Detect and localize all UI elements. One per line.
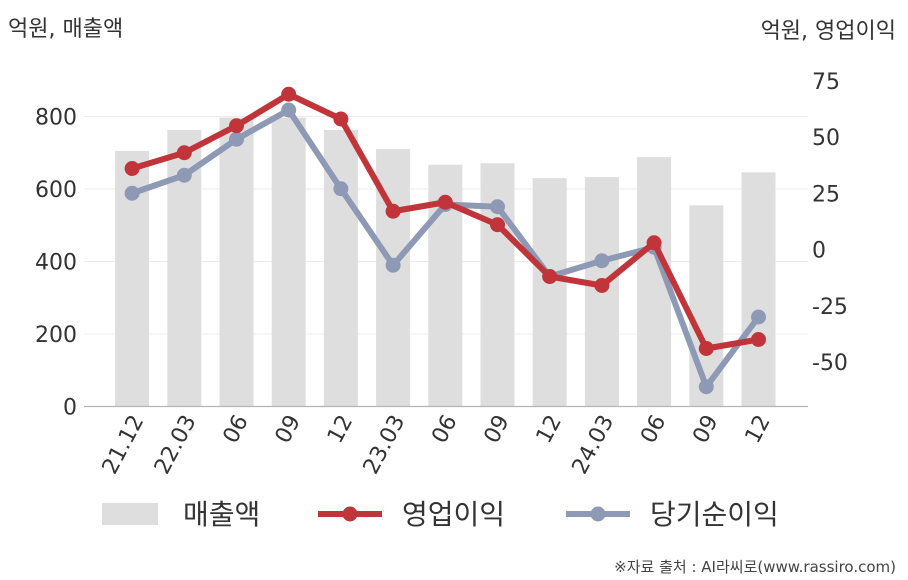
point-operating-profit-0 <box>124 161 140 176</box>
point-net-income-7 <box>490 199 505 215</box>
x-tick-label: 22.03 <box>150 411 202 478</box>
right-axis-title: 억원, 영업이익 <box>761 19 896 44</box>
right-tick-label: -25 <box>812 295 848 320</box>
source-note: ※자료 출처 : AI라씨로(www.rassiro.com) <box>614 558 896 576</box>
x-tick-label: 12 <box>532 411 567 447</box>
point-operating-profit-11 <box>698 341 714 356</box>
point-net-income-12 <box>751 309 766 325</box>
x-tick-label: 06 <box>636 411 671 447</box>
right-tick-label: 75 <box>812 70 840 95</box>
line-series <box>124 86 766 395</box>
x-tick-label: 09 <box>271 411 306 447</box>
point-net-income-11 <box>698 379 714 395</box>
point-net-income-1 <box>176 167 192 183</box>
left-tick-label: 200 <box>35 323 77 348</box>
point-operating-profit-12 <box>751 332 766 347</box>
legend-label-net-income: 당기순이익 <box>650 498 779 531</box>
bar-revenue-11 <box>689 205 724 407</box>
point-operating-profit-1 <box>176 145 192 161</box>
right-tick-label: 50 <box>812 126 840 151</box>
x-tick-label: 09 <box>688 411 723 447</box>
point-operating-profit-2 <box>229 118 244 134</box>
legend-swatch-revenue <box>102 503 158 525</box>
point-net-income-4 <box>333 181 349 197</box>
point-operating-profit-3 <box>281 86 297 102</box>
x-tick-label: 12 <box>323 411 358 447</box>
left-tick-label: 0 <box>63 396 77 421</box>
bar-revenue-2 <box>219 117 254 407</box>
x-axis-ticks: 21.12 22.03 06 09 12 23.03 06 09 12 24.03 06 09 12 <box>98 411 776 478</box>
point-operating-profit-5 <box>385 203 401 219</box>
bar-series-revenue <box>115 117 776 407</box>
legend: 매출액 영업이익 당기순이익 <box>102 498 779 531</box>
legend-marker-operating-profit <box>342 506 358 522</box>
point-operating-profit-4 <box>333 111 349 127</box>
left-tick-label: 600 <box>35 178 77 203</box>
left-axis-title: 억원, 매출액 <box>8 17 123 42</box>
right-tick-label: 25 <box>812 182 840 207</box>
right-axis-ticks: 75 50 25 0 -25 -50 <box>812 70 848 376</box>
x-tick-label: 21.12 <box>98 411 150 478</box>
point-operating-profit-6 <box>437 194 453 210</box>
legend-label-revenue: 매출액 <box>183 498 260 531</box>
point-net-income-9 <box>594 253 610 269</box>
point-operating-profit-9 <box>594 278 610 293</box>
left-tick-label: 400 <box>35 251 77 276</box>
bar-revenue-3 <box>271 117 306 407</box>
point-net-income-2 <box>229 131 244 147</box>
legend-marker-net-income <box>590 506 606 522</box>
x-tick-label: 24.03 <box>568 411 620 478</box>
x-tick-label: 12 <box>741 411 776 447</box>
point-operating-profit-8 <box>542 269 558 284</box>
point-operating-profit-10 <box>646 235 662 251</box>
point-net-income-3 <box>281 102 297 118</box>
legend-label-operating-profit: 영업이익 <box>402 498 505 531</box>
bar-revenue-8 <box>532 178 567 407</box>
bar-revenue-12 <box>741 172 776 407</box>
right-tick-label: 0 <box>812 239 826 264</box>
point-net-income-0 <box>124 185 140 201</box>
x-tick-label: 09 <box>480 411 515 447</box>
point-operating-profit-7 <box>490 217 505 233</box>
left-axis-ticks: 0 200 400 600 800 <box>35 106 77 421</box>
x-tick-label: 06 <box>219 411 254 447</box>
right-tick-label: -50 <box>812 351 848 376</box>
x-tick-label: 06 <box>427 411 462 447</box>
x-tick-label: 23.03 <box>359 411 411 478</box>
left-tick-label: 800 <box>35 106 77 131</box>
point-net-income-5 <box>385 257 401 273</box>
